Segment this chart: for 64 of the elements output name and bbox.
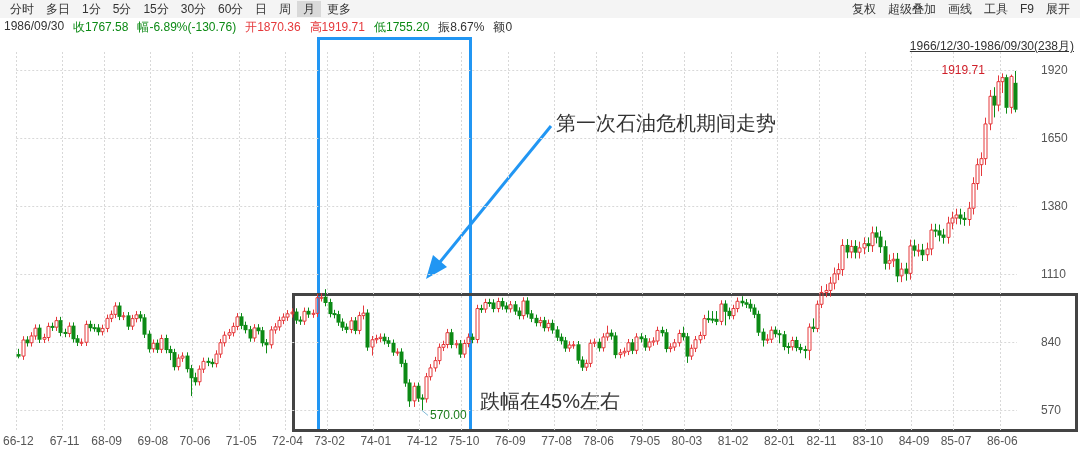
text: 1分 [81,1,102,17]
text: 多日 [45,1,71,17]
x-tick-label: 68-09 [91,434,123,449]
text: 15分 [142,1,170,17]
x-tick-label: 74-01 [360,434,392,449]
candlestick [840,238,845,277]
text: 振8.67% [438,19,485,36]
x-tick-label: 73-02 [314,434,346,449]
x-tick-label: 79-05 [629,434,661,449]
x-tick-label: 75-10 [448,434,480,449]
text: 复权 [851,1,877,17]
x-tick-label: 80-03 [671,434,703,449]
text: 超级叠加 [887,1,937,17]
candlestick [883,239,888,271]
text: 画线 [947,1,973,17]
x-tick-label: 84-09 [898,434,930,449]
text: 低1755.20 [373,19,430,36]
x-tick-label: 77-08 [541,434,573,449]
text: 更多 [326,1,353,17]
annotation: 570.00 [430,407,468,422]
text: 高1919.71 [309,19,365,36]
candlestick [941,228,946,245]
y-tick-label: 840 [1041,334,1062,349]
y-tick-label: 1380 [1041,199,1069,213]
candlestick [887,253,892,271]
x-tick-label: 69-08 [137,434,169,449]
x-tick-label: 66-12 [3,434,35,449]
x-tick-label: 70-06 [179,434,211,449]
text: 60分 [217,1,245,17]
text: 幅-6.89%(-130.76) [137,19,237,36]
x-tick-label: 82-01 [764,434,796,449]
candlestick [891,252,896,268]
x-tick-label: 72-04 [272,434,304,449]
y-tick-label: 570 [1041,402,1062,417]
y-tick-label: 1920 [1041,63,1069,78]
text: 开1870.36 [245,19,301,36]
text: 30分 [179,1,208,17]
text: 日 [254,1,269,17]
x-tick-label: 78-06 [583,434,615,449]
x-tick-label: 74-12 [406,434,438,449]
x-tick-label: 86-06 [986,434,1018,449]
y-tick-label: 1650 [1041,131,1069,146]
annotation: 1919.71 [941,63,986,78]
text: 额0 [493,19,513,36]
x-tick-label: 71-05 [225,434,257,449]
annotation: 跌幅在45%左右 [480,389,621,414]
x-tick-label: 81-02 [717,434,749,449]
x-tick-label: 83-10 [852,434,884,449]
annotation: 第一次石油危机期间走势 [556,111,776,136]
text: 收1767.58 [73,19,129,36]
x-tick-label: 85-07 [940,434,972,449]
text: 工具 [983,1,1009,17]
y-tick-label: 1110 [1041,266,1067,281]
annotation: 1966/12/30-1986/09/30(238月) [909,39,1074,53]
x-tick-label: 82-11 [806,434,837,449]
x-tick-label: 76-09 [494,434,526,449]
x-tick-label: 67-11 [49,434,80,449]
text: 5分 [111,1,133,17]
text: 月 [297,1,322,17]
text: F9 [1019,1,1035,17]
text: 展开 [1045,1,1071,17]
text: 周 [278,1,293,17]
text: 1986/09/30 [4,19,65,35]
text: 分时 [9,1,35,17]
